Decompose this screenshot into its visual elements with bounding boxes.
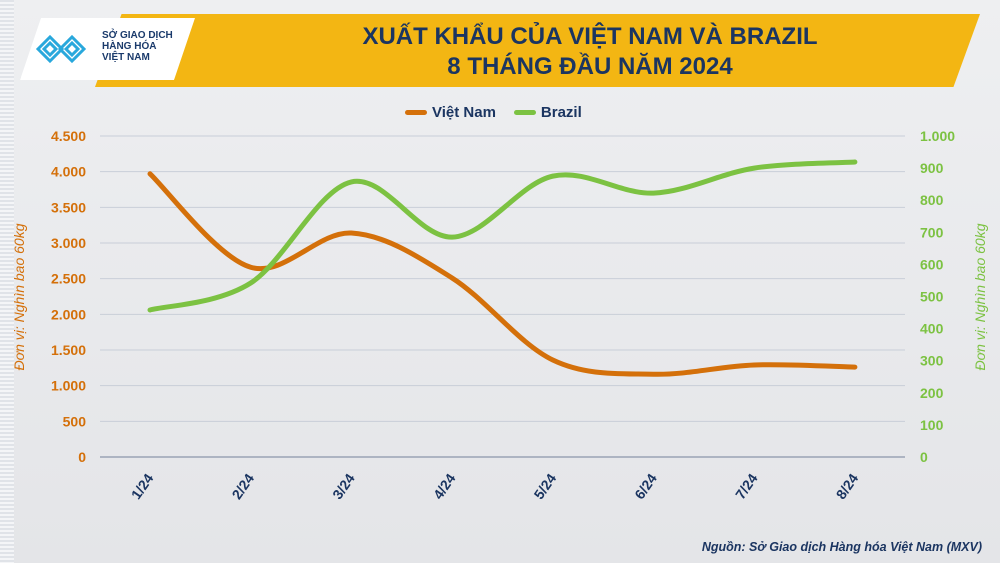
- x-tick-label: 4/24: [430, 470, 459, 502]
- x-tick-label: 7/24: [732, 470, 761, 502]
- y-tick-left: 500: [63, 413, 87, 429]
- series-line-vietnam: [147, 171, 858, 377]
- series-line-brazil: [147, 159, 858, 313]
- y-tick-left: 3.500: [51, 199, 86, 215]
- y-tick-left: 2.500: [51, 271, 86, 287]
- legend-swatch: [405, 110, 427, 115]
- y-tick-right: 800: [920, 192, 944, 208]
- y-axis-label-left: Đơn vị: Nghìn bao 60kg: [11, 223, 27, 370]
- legend-label: Việt Nam: [432, 104, 496, 121]
- x-tick-label: 8/24: [833, 470, 862, 502]
- y-tick-left: 4.500: [51, 128, 86, 144]
- logo-text: SỞ GIAO DỊCH: [102, 30, 173, 41]
- chart-title: XUẤT KHẨU CỦA VIỆT NAM VÀ BRAZIL 8 THÁNG…: [200, 22, 980, 82]
- legend-label: Brazil: [540, 104, 582, 121]
- y-tick-right: 200: [920, 385, 944, 401]
- y-axis-label-right: Đơn vị: Nghìn bao 60kg: [972, 223, 988, 370]
- title-line-2: 8 THÁNG ĐẦU NĂM 2024: [447, 53, 733, 80]
- title-line-1: XUẤT KHẨU CỦA VIỆT NAM VÀ BRAZIL: [362, 23, 818, 50]
- y-tick-left: 4.000: [51, 164, 86, 180]
- logo: SỞ GIAO DỊCH HÀNG HÓA VIỆT NAM: [20, 18, 195, 80]
- y-tick-right: 600: [920, 256, 944, 272]
- legend-item-brazil: Brazil: [513, 104, 582, 121]
- legend: Việt Nam Brazil: [405, 104, 582, 121]
- x-tick-label: 3/24: [329, 470, 358, 502]
- legend-item-vietnam: Việt Nam: [405, 104, 496, 121]
- source-note: Nguồn: Sở Giao dịch Hàng hóa Việt Nam (M…: [701, 540, 982, 554]
- y-tick-right: 900: [920, 160, 944, 176]
- logo-text: VIỆT NAM: [102, 52, 150, 63]
- y-tick-right: 0: [920, 449, 928, 465]
- y-tick-left: 1.000: [51, 378, 86, 394]
- y-tick-left: 1.500: [51, 342, 86, 358]
- decorative-stripe: [0, 0, 14, 563]
- x-tick-label: 6/24: [631, 470, 660, 502]
- y-tick-right: 100: [920, 417, 944, 433]
- y-tick-right: 400: [920, 321, 944, 337]
- x-tick-label: 5/24: [531, 470, 560, 502]
- title-banner: [95, 14, 980, 87]
- logo-text: HÀNG HÓA: [102, 41, 157, 52]
- logo-mark-icon: [35, 34, 87, 64]
- legend-swatch: [513, 110, 536, 115]
- y-tick-right: 500: [920, 289, 944, 305]
- y-tick-right: 1.000: [920, 128, 955, 144]
- y-tick-right: 700: [920, 224, 944, 240]
- y-tick-left: 0: [78, 449, 86, 465]
- x-tick-label: 2/24: [228, 470, 257, 502]
- x-tick-label: 1/24: [128, 470, 157, 502]
- y-tick-left: 3.000: [51, 235, 86, 251]
- y-tick-left: 2.000: [51, 306, 86, 322]
- y-tick-right: 300: [920, 353, 944, 369]
